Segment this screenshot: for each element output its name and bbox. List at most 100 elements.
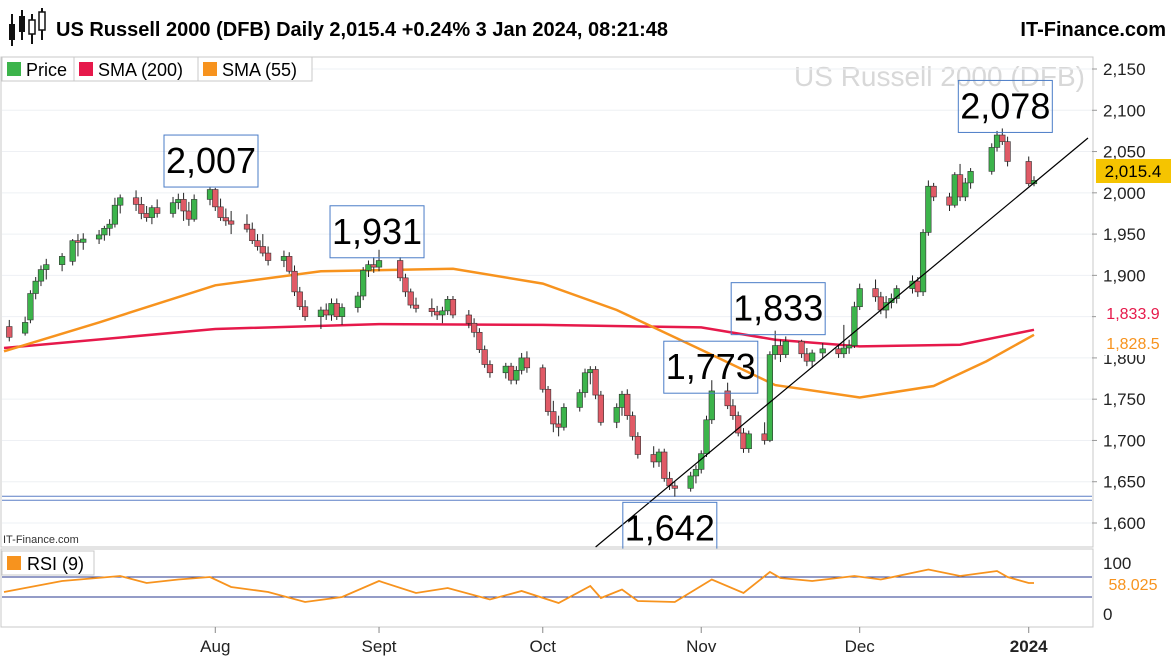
candle-body <box>249 228 256 241</box>
date-tick-label: Aug <box>200 637 230 656</box>
candle <box>169 196 177 218</box>
candle-body <box>687 475 694 489</box>
legend-sma200-box <box>73 56 199 82</box>
candle <box>296 286 303 311</box>
candle <box>43 258 50 280</box>
candle-body <box>180 199 187 212</box>
candle-body <box>914 280 921 293</box>
candle-body <box>6 326 13 338</box>
annotation-label: 2,007 <box>166 140 256 181</box>
candle-body <box>539 367 546 390</box>
sma200-tag: 1,833.9 <box>1096 301 1171 325</box>
candle-body <box>661 451 668 479</box>
candle-body <box>95 234 103 240</box>
candle-body <box>132 197 140 205</box>
candle <box>766 351 773 443</box>
candle-body <box>703 419 710 454</box>
annotation-callout: 1,773 <box>663 340 759 394</box>
candle <box>69 239 76 266</box>
annotation-callout: 1,931 <box>329 205 425 259</box>
candle <box>893 285 900 304</box>
annotation-box <box>730 282 826 336</box>
candle <box>222 208 229 226</box>
candle <box>576 389 583 412</box>
rsi-tick-label: 100 <box>1103 554 1131 573</box>
date-tick-label: Nov <box>686 637 717 656</box>
chart-header-title: US Russell 2000 (DFB) Daily 2,015.4 +0.2… <box>56 19 668 41</box>
candle-body <box>106 223 113 229</box>
candle <box>856 283 863 311</box>
candle <box>999 128 1006 145</box>
candle <box>59 253 66 272</box>
candle <box>592 366 599 400</box>
candle <box>724 382 731 410</box>
candle-body <box>555 423 562 428</box>
candle <box>301 300 309 321</box>
candle-body <box>323 309 330 316</box>
header-logo-icon <box>4 8 48 50</box>
price-tick-label: 1,650 <box>1103 473 1146 492</box>
candle-body <box>946 196 953 206</box>
annotation-box <box>163 134 259 188</box>
candle-body <box>999 134 1006 142</box>
candle-body <box>32 280 39 294</box>
candle-body <box>782 341 789 355</box>
candle <box>745 430 752 453</box>
candle-body <box>486 364 494 374</box>
candle <box>613 403 620 429</box>
candle-body <box>291 270 298 293</box>
candle <box>1025 156 1032 187</box>
candle <box>243 214 251 233</box>
candle-body <box>296 291 303 308</box>
candle <box>729 399 737 420</box>
candle <box>1004 136 1011 167</box>
candle <box>539 364 546 393</box>
annotations-group: 2,007 1,931 1,773 1,833 1,642 2,078 <box>163 79 1053 565</box>
candle-body <box>259 246 266 254</box>
candle <box>27 290 34 324</box>
candle <box>106 219 113 236</box>
candle <box>354 291 361 313</box>
candle <box>597 390 604 426</box>
candle-body <box>766 354 773 441</box>
rsi-line <box>3 568 1034 604</box>
candle-body <box>777 345 784 355</box>
candle-body <box>576 392 583 408</box>
candle-body <box>925 185 932 233</box>
candle-body <box>951 174 958 206</box>
candle-body <box>27 293 34 321</box>
candle <box>544 385 552 416</box>
candle-body <box>217 206 224 218</box>
candle-body <box>43 264 50 270</box>
legend-price-swatch <box>7 62 21 76</box>
legend-sma55-label: SMA (55) <box>222 60 297 80</box>
price-tick-label: 1,750 <box>1103 390 1146 409</box>
candle <box>809 349 816 368</box>
date-tick-label: 2024 <box>1010 637 1048 656</box>
candle <box>581 368 589 398</box>
candle <box>117 194 124 214</box>
candle-body <box>740 432 747 450</box>
date-axis-labels: Aug Sept Oct Nov Dec 2024 <box>200 627 1048 656</box>
candle <box>6 319 13 342</box>
support-line <box>2 495 1092 501</box>
candle <box>819 343 826 358</box>
candle <box>661 448 668 482</box>
candle <box>217 198 224 221</box>
candle-body <box>143 213 150 218</box>
candle <box>265 246 272 266</box>
candle <box>338 303 346 325</box>
candle <box>439 306 446 324</box>
annotation-callout: 1,833 <box>730 282 826 336</box>
legend: Price SMA (200) SMA (55) <box>1 56 313 82</box>
candle <box>708 380 715 424</box>
candle-body <box>206 189 214 200</box>
candle <box>375 249 383 272</box>
candle <box>32 277 39 300</box>
candle <box>930 182 937 202</box>
candle-body <box>581 372 589 393</box>
sma55-value: 1,828.5 <box>1106 336 1159 353</box>
candle <box>132 190 140 211</box>
candle-body <box>471 322 478 333</box>
candle <box>412 297 420 313</box>
